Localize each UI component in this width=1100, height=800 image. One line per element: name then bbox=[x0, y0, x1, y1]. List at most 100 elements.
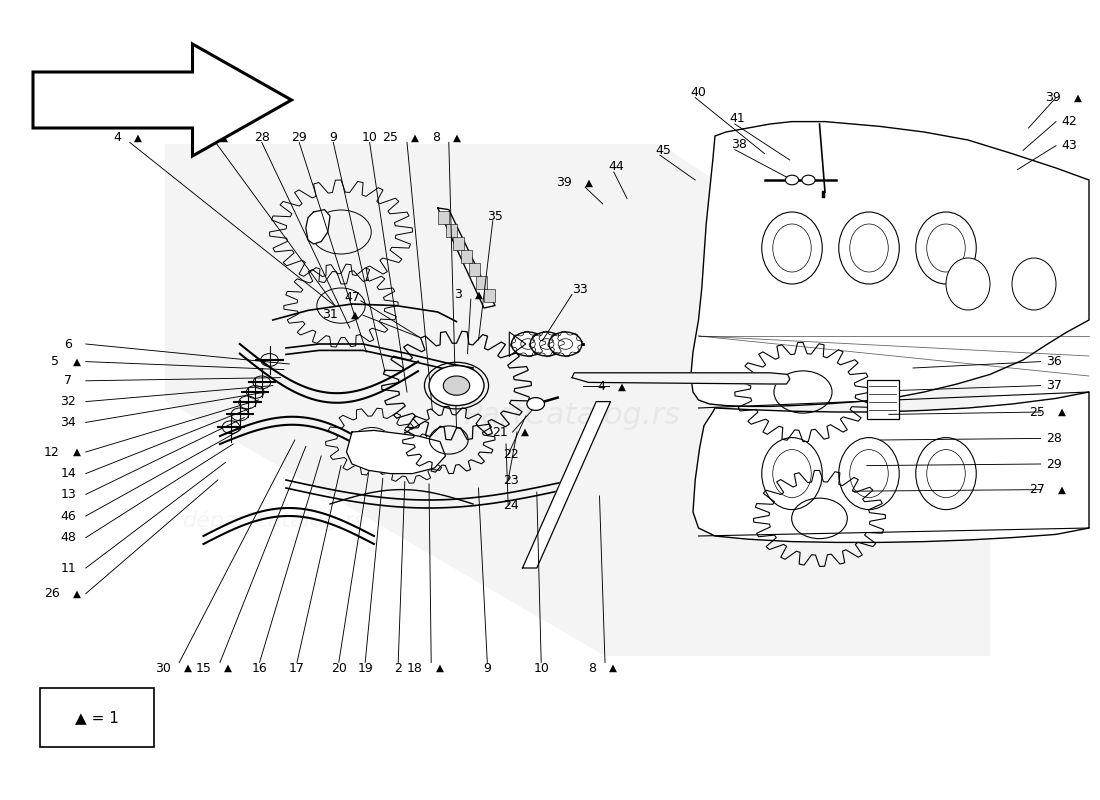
Text: 9: 9 bbox=[329, 131, 338, 144]
Circle shape bbox=[512, 332, 544, 356]
Text: ▲: ▲ bbox=[411, 133, 419, 142]
Text: 45: 45 bbox=[656, 144, 671, 157]
Text: 27: 27 bbox=[1030, 483, 1045, 496]
Text: 19: 19 bbox=[358, 662, 373, 674]
Text: 20: 20 bbox=[331, 662, 346, 674]
Polygon shape bbox=[346, 430, 446, 474]
Text: 6: 6 bbox=[64, 338, 73, 350]
Text: ▲ = 1: ▲ = 1 bbox=[75, 710, 119, 725]
Text: 11: 11 bbox=[60, 562, 76, 574]
Text: 8: 8 bbox=[432, 131, 440, 144]
Circle shape bbox=[785, 175, 799, 185]
Ellipse shape bbox=[915, 212, 977, 284]
Text: 28: 28 bbox=[254, 131, 270, 144]
Text: 2: 2 bbox=[394, 662, 403, 674]
Polygon shape bbox=[691, 122, 1089, 406]
Text: 8: 8 bbox=[588, 662, 596, 674]
Text: 41: 41 bbox=[729, 112, 745, 125]
Bar bbox=[461, 250, 472, 263]
Bar bbox=[469, 263, 480, 276]
Polygon shape bbox=[438, 208, 495, 308]
Text: ▲: ▲ bbox=[618, 382, 626, 391]
Text: 24: 24 bbox=[504, 499, 519, 512]
Polygon shape bbox=[693, 392, 1089, 542]
Text: ▲: ▲ bbox=[436, 663, 443, 673]
Text: 27: 27 bbox=[191, 131, 207, 144]
Text: 25: 25 bbox=[1030, 406, 1045, 418]
Text: ▲: ▲ bbox=[224, 663, 232, 673]
Text: ▲: ▲ bbox=[1074, 93, 1081, 102]
Text: 47: 47 bbox=[344, 291, 360, 304]
Text: 17: 17 bbox=[289, 662, 305, 674]
Text: départcatalog.rs: départcatalog.rs bbox=[184, 510, 366, 530]
Text: 40: 40 bbox=[691, 86, 706, 98]
Text: 39: 39 bbox=[1045, 91, 1060, 104]
Text: ▲: ▲ bbox=[351, 310, 359, 319]
Text: ▲: ▲ bbox=[1058, 485, 1066, 494]
Text: 33: 33 bbox=[572, 283, 587, 296]
Ellipse shape bbox=[761, 212, 823, 284]
Circle shape bbox=[527, 398, 544, 410]
Text: 9: 9 bbox=[483, 662, 492, 674]
Text: 38: 38 bbox=[732, 138, 747, 150]
Text: 7: 7 bbox=[64, 374, 73, 387]
Text: 21: 21 bbox=[493, 426, 508, 438]
Circle shape bbox=[530, 332, 563, 356]
Text: 48: 48 bbox=[60, 531, 76, 544]
Bar bbox=[453, 238, 464, 250]
Text: ▲: ▲ bbox=[585, 178, 593, 187]
Text: 4: 4 bbox=[113, 131, 121, 144]
Ellipse shape bbox=[1012, 258, 1056, 310]
Circle shape bbox=[802, 175, 815, 185]
Circle shape bbox=[429, 366, 484, 406]
Text: ▲: ▲ bbox=[73, 447, 80, 457]
Text: 23: 23 bbox=[504, 474, 519, 486]
Text: ▲: ▲ bbox=[184, 663, 191, 673]
Text: 4: 4 bbox=[597, 380, 605, 393]
Polygon shape bbox=[306, 210, 330, 244]
FancyBboxPatch shape bbox=[867, 380, 899, 419]
Text: ▲: ▲ bbox=[609, 663, 617, 673]
Circle shape bbox=[443, 376, 470, 395]
Circle shape bbox=[549, 332, 582, 356]
Text: 5: 5 bbox=[52, 355, 59, 368]
Text: ▲: ▲ bbox=[521, 427, 529, 437]
Text: ▲: ▲ bbox=[134, 133, 142, 142]
Text: 14: 14 bbox=[60, 467, 76, 480]
Text: 42: 42 bbox=[1062, 115, 1077, 128]
Text: 16: 16 bbox=[252, 662, 267, 674]
Text: 46: 46 bbox=[60, 510, 76, 522]
Polygon shape bbox=[165, 144, 990, 656]
Text: 3: 3 bbox=[454, 288, 462, 301]
Polygon shape bbox=[572, 373, 790, 384]
Text: ▲: ▲ bbox=[73, 357, 80, 366]
Bar bbox=[476, 277, 487, 290]
FancyBboxPatch shape bbox=[40, 688, 154, 747]
Text: 37: 37 bbox=[1046, 379, 1062, 392]
Polygon shape bbox=[33, 44, 292, 156]
Text: 26: 26 bbox=[44, 587, 59, 600]
Text: 32: 32 bbox=[60, 395, 76, 408]
Text: 30: 30 bbox=[155, 662, 170, 674]
Text: ▲: ▲ bbox=[453, 133, 461, 142]
Text: 10: 10 bbox=[534, 662, 549, 674]
Text: ▲: ▲ bbox=[73, 589, 80, 598]
Bar bbox=[446, 224, 456, 237]
Text: 39: 39 bbox=[557, 176, 572, 189]
Ellipse shape bbox=[761, 438, 823, 510]
Text: 22: 22 bbox=[504, 448, 519, 461]
Text: 34: 34 bbox=[60, 416, 76, 429]
Bar bbox=[484, 290, 495, 302]
Text: 15: 15 bbox=[196, 662, 211, 674]
Ellipse shape bbox=[838, 212, 900, 284]
Text: ▲: ▲ bbox=[475, 290, 483, 299]
Text: 31: 31 bbox=[322, 308, 338, 321]
Ellipse shape bbox=[946, 258, 990, 310]
Text: 29: 29 bbox=[292, 131, 307, 144]
Ellipse shape bbox=[838, 438, 900, 510]
Text: 25: 25 bbox=[383, 131, 398, 144]
Text: PartCatalog.rs: PartCatalog.rs bbox=[463, 402, 681, 430]
Text: 12: 12 bbox=[44, 446, 59, 458]
Text: 18: 18 bbox=[407, 662, 422, 674]
Text: 10: 10 bbox=[362, 131, 377, 144]
